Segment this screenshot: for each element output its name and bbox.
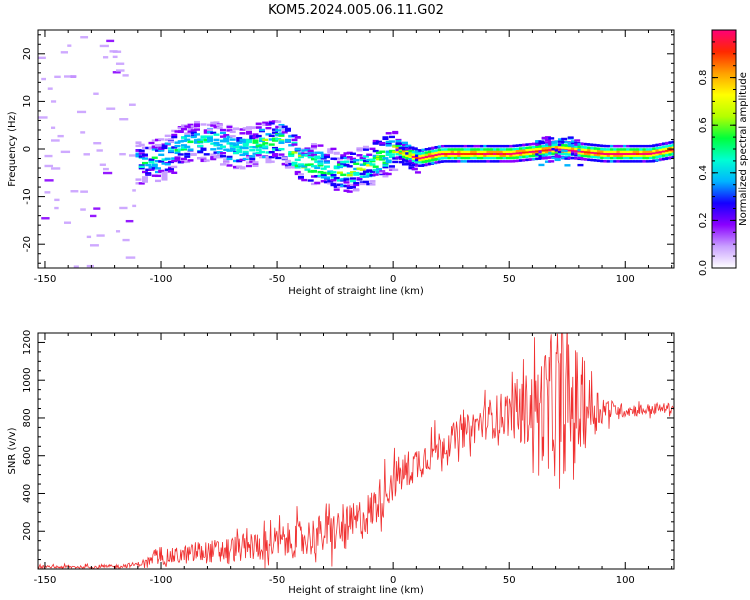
snr-y-tick-label: 600: [22, 446, 33, 465]
snr-plot-area: [38, 333, 674, 569]
spectrogram-x-tick-label: -150: [34, 274, 57, 285]
snr-panel: -150 -100 -50 0 50 100 200 400 600 800 1000 1200 He…: [7, 330, 675, 596]
snr-y-tick-label: 800: [22, 408, 33, 427]
spectrogram-x-tick-label: 100: [616, 274, 635, 285]
spectrogram-x-tick-label: -100: [150, 274, 173, 285]
spectrogram-cells: [38, 36, 674, 268]
snr-x-tick-label: -100: [150, 575, 173, 586]
colorbar-tick-label: 0.6: [698, 117, 709, 133]
snr-y-tick-label: 400: [22, 484, 33, 503]
colorbar-frame: [711, 29, 737, 269]
snr-x-axis-label: Height of straight line (km): [288, 585, 424, 596]
snr-frame: [37, 332, 675, 570]
snr-y-tick-label: 1200: [22, 330, 33, 355]
snr-y-tick-label: 1000: [22, 367, 33, 392]
snr-series-line: [38, 333, 674, 569]
snr-x-tick-label: -50: [269, 575, 285, 586]
spectrogram-y-tick-label: -10: [22, 188, 33, 204]
colorbar: 0.0 0.2 0.4 0.6 0.8 Normalized spectral ampl…: [698, 29, 749, 276]
spectrogram-y-tick-label: 10: [22, 95, 33, 108]
spectrogram-y-axis-label: Frequency (Hz): [7, 111, 18, 187]
colorbar-label: Normalized spectral amplitude: [738, 72, 749, 226]
snr-y-tick-label: 200: [22, 522, 33, 541]
colorbar-tick-label: 0.0: [698, 260, 709, 276]
figure-title: KOM5.2024.005.06.11.G02: [268, 3, 444, 18]
colorbar-tick-label: 0.2: [698, 212, 709, 228]
spectrogram-x-tick-label: 50: [503, 274, 516, 285]
colorbar-tick-label: 0.8: [698, 70, 709, 86]
spectrogram-x-tick-label: 0: [390, 274, 396, 285]
snr-x-tick-label: 100: [616, 575, 635, 586]
spectrogram-y-tick-label: 20: [22, 47, 33, 60]
snr-y-axis-label: SNR (v/v): [7, 427, 18, 474]
colorbar-tick-label: 0.4: [698, 165, 709, 181]
snr-x-tick-label: -150: [34, 575, 57, 586]
spectrogram-x-axis-label: Height of straight line (km): [288, 286, 424, 297]
snr-x-tick-label: 50: [503, 575, 516, 586]
spectrogram-frame: [37, 29, 675, 269]
spectrogram-y-tick-label: -20: [22, 236, 33, 252]
snr-x-tick-label: 0: [390, 575, 396, 586]
colorbar-gradient: [712, 30, 736, 268]
spectrogram-x-tick-label: -50: [269, 274, 285, 285]
spectrogram-y-tick-label: 0: [22, 146, 33, 152]
